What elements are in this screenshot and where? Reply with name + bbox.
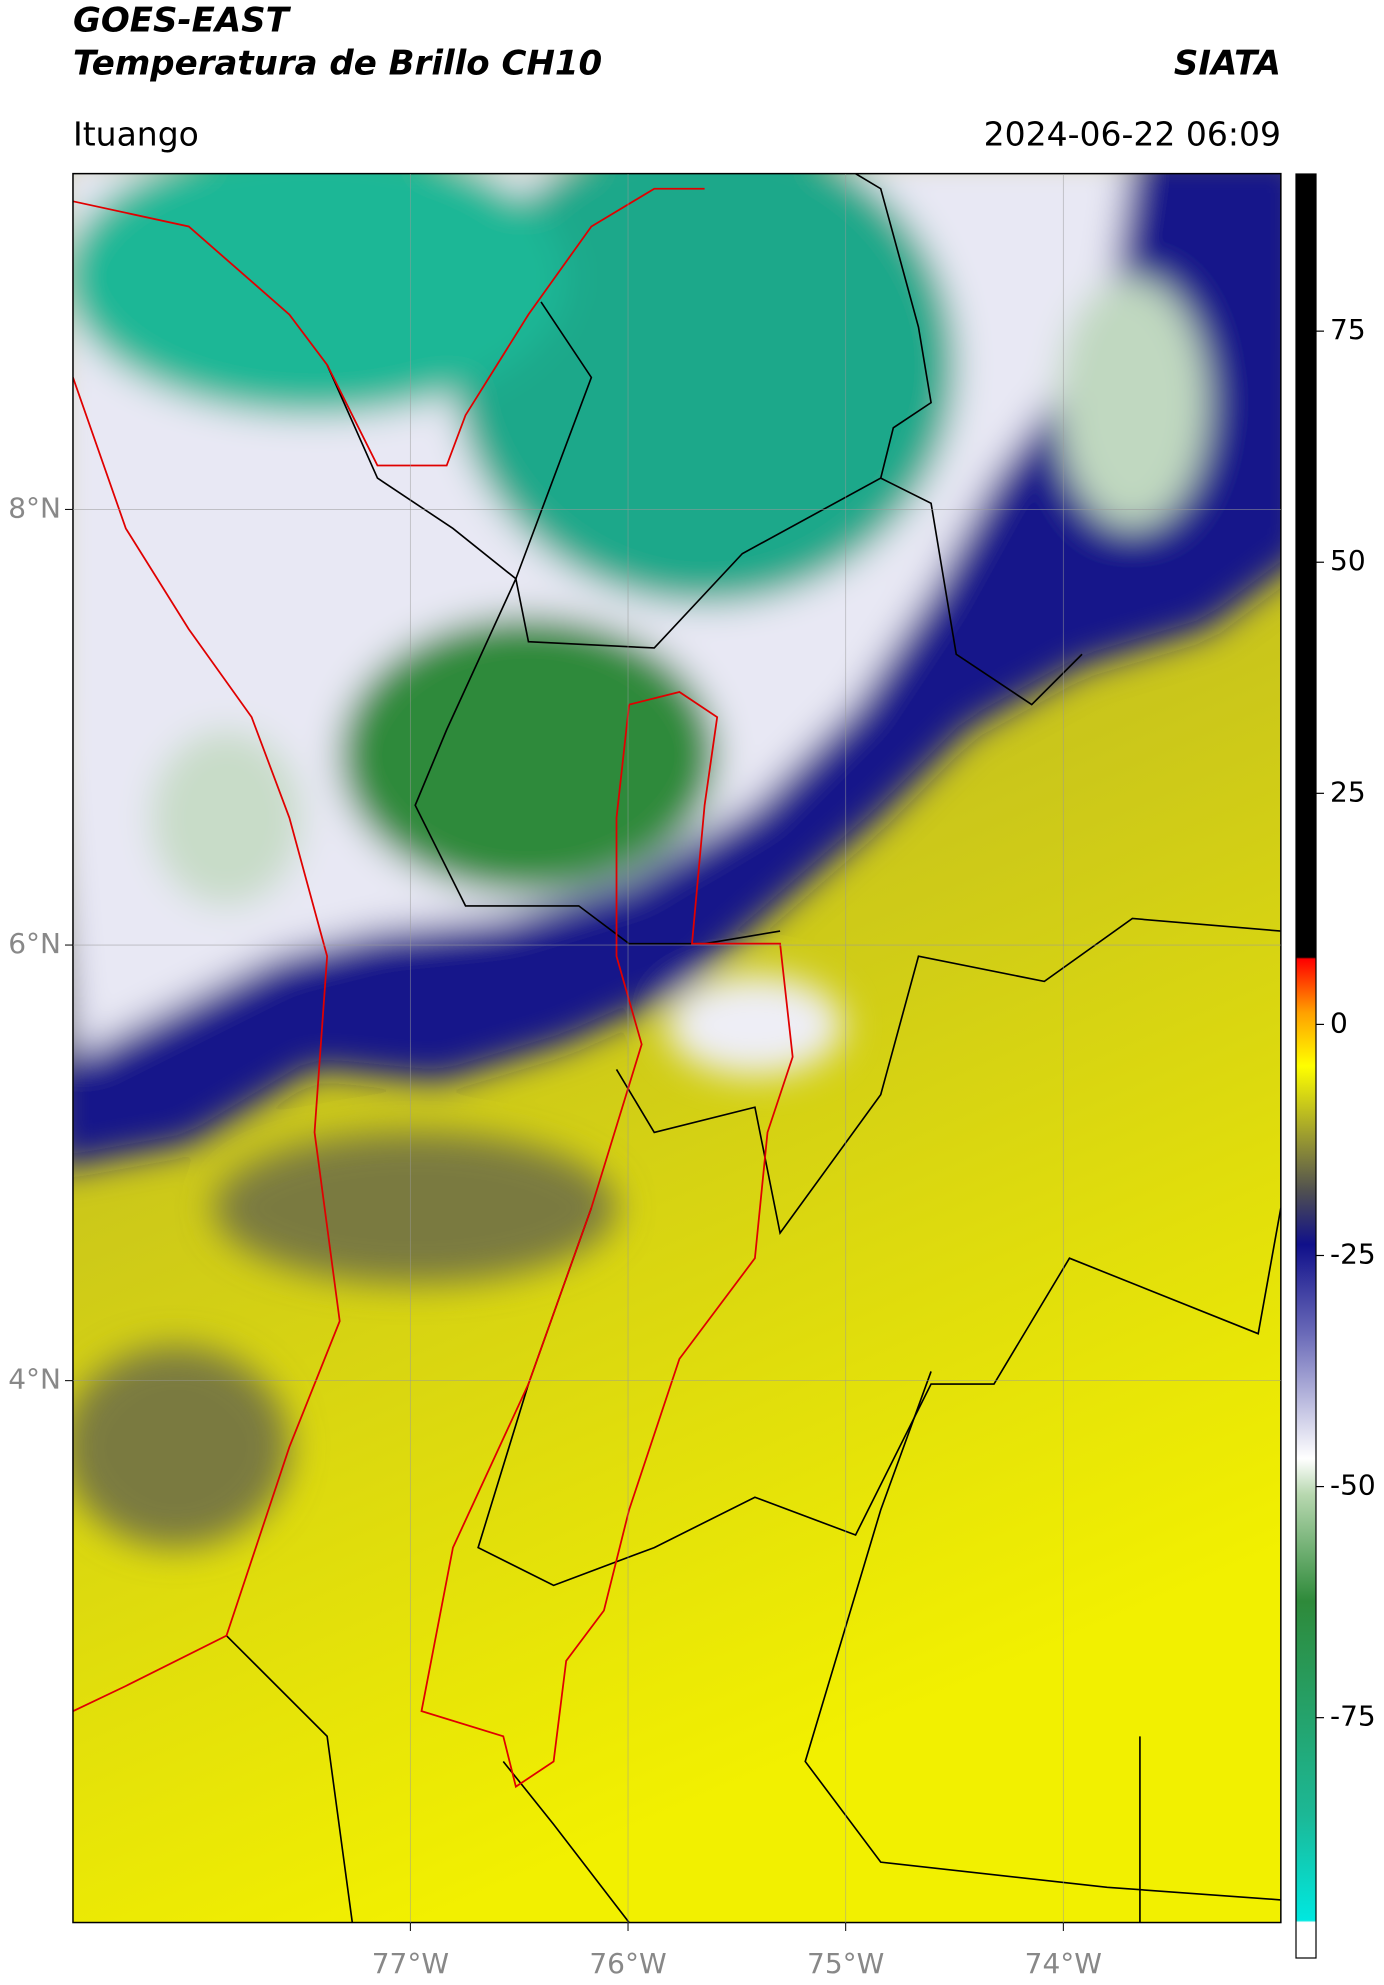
lat-tick-label: 6°N <box>8 927 61 960</box>
location: Ituango <box>73 115 199 154</box>
map-frame <box>72 172 1282 1924</box>
title: GOES-EAST <box>73 1 292 41</box>
subtitle: Temperatura de Brillo CH10 <box>73 44 602 84</box>
colorbar-tick-label: 25 <box>1330 775 1366 808</box>
lon-tick-label: 77°W <box>372 1947 449 1980</box>
colorbar-tick-label: 0 <box>1330 1006 1348 1039</box>
lon-tick-label: 75°W <box>807 1947 884 1980</box>
colorbar-tick-label: -50 <box>1330 1469 1376 1502</box>
datetime: 2024-06-22 06:09 <box>984 115 1281 154</box>
colorbar-tick-label: 75 <box>1330 313 1366 346</box>
map <box>72 172 1282 1924</box>
colorbar <box>1295 173 1317 1959</box>
lon-tick-label: 76°W <box>589 1947 666 1980</box>
colorbar-tick-label: -25 <box>1330 1237 1376 1270</box>
lon-tick-label: 74°W <box>1025 1947 1102 1980</box>
red-borders <box>72 187 794 1789</box>
brand: SIATA <box>1174 44 1281 84</box>
lat-tick-label: 4°N <box>8 1363 61 1396</box>
cloud-field <box>72 173 1281 1548</box>
colorbar-tick-label: -75 <box>1330 1700 1376 1733</box>
lat-tick-label: 8°N <box>8 491 61 524</box>
colorbar-tick-label: 50 <box>1330 544 1366 577</box>
borders <box>225 173 1281 1923</box>
